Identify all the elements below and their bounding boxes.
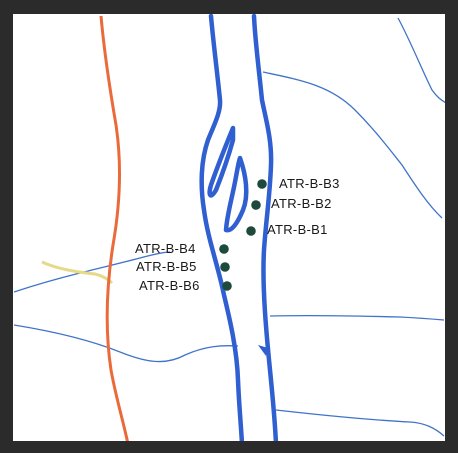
frame-right [445, 0, 458, 453]
stream-lower-right [269, 314, 445, 321]
river-island-2 [223, 155, 249, 233]
station-label-b6: ATR-B-B6 [139, 278, 200, 293]
station-marker-b1[interactable] [246, 226, 256, 236]
river-flow-marker [258, 345, 268, 356]
station-label-b4: ATR-B-B4 [135, 241, 196, 256]
river-right-bank [251, 13, 279, 447]
orange-road [99, 15, 130, 445]
frame-top [0, 0, 458, 14]
main-river [199, 13, 279, 447]
frame-corner-mark [0, 23, 11, 41]
station-label-b3: ATR-B-B3 [279, 176, 340, 191]
station-marker-b2[interactable] [251, 200, 261, 210]
station-marker-b3[interactable] [257, 179, 267, 189]
station-label-b2: ATR-B-B2 [271, 196, 332, 211]
stream-bottom-left [13, 324, 239, 363]
river-island-1 [207, 125, 236, 198]
station-markers [219, 179, 267, 291]
station-marker-b6[interactable] [222, 281, 232, 291]
stream-bottom-right [275, 409, 445, 437]
river-left-bank [199, 13, 245, 447]
stream-right [262, 71, 443, 219]
stream-top-right [397, 17, 447, 104]
station-label-b1: ATR-B-B1 [267, 222, 328, 237]
stream-left [13, 251, 171, 293]
station-marker-b5[interactable] [220, 262, 230, 272]
frame-bottom [0, 441, 458, 453]
streams [13, 17, 447, 437]
frame-left [0, 0, 13, 453]
station-marker-b4[interactable] [219, 244, 229, 254]
station-label-b5: ATR-B-B5 [136, 259, 197, 274]
station-labels: ATR-B-B3 ATR-B-B2 ATR-B-B1 ATR-B-B4 ATR-… [135, 176, 340, 293]
